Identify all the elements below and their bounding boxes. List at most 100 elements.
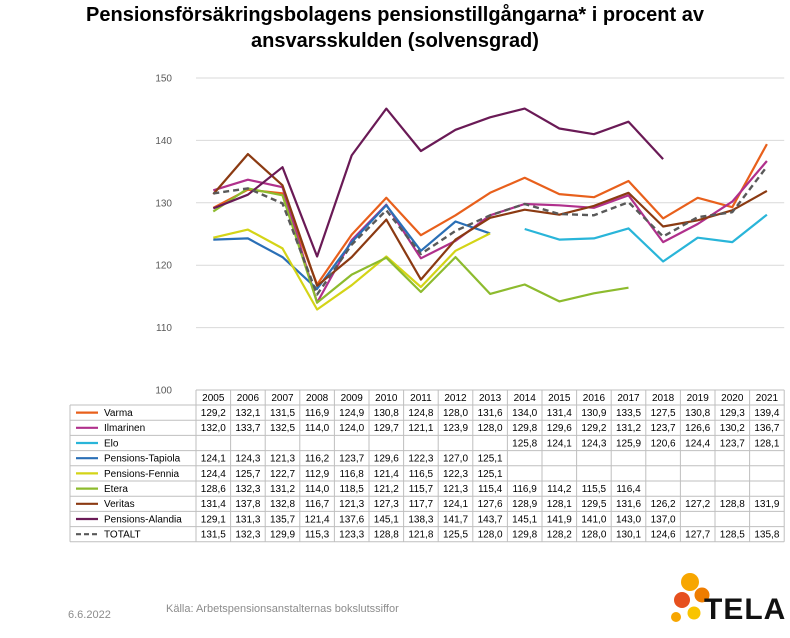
legend-label: Pensions-Fennia <box>104 469 179 480</box>
data-value-label: 130,9 <box>581 408 606 419</box>
data-value-label: 138,3 <box>408 514 433 525</box>
data-value-label: 117,7 <box>409 499 434 510</box>
x-category-label: 2018 <box>652 393 675 404</box>
data-value-label: 116,8 <box>340 469 365 480</box>
y-tick-label: 150 <box>155 74 172 85</box>
data-value-label: 131,6 <box>616 499 641 510</box>
data-value-label: 128,9 <box>512 499 537 510</box>
x-category-label: 2015 <box>548 393 571 404</box>
data-value-label: 121,8 <box>408 530 433 541</box>
x-category-label: 2012 <box>444 393 467 404</box>
x-category-label: 2007 <box>271 393 294 404</box>
data-value-label: 129,6 <box>547 423 572 434</box>
y-tick-label: 100 <box>155 386 172 397</box>
data-value-label: 125,9 <box>616 438 641 449</box>
x-category-label: 2008 <box>306 393 329 404</box>
data-value-label: 116,2 <box>305 454 330 465</box>
x-category-label: 2019 <box>687 393 710 404</box>
data-value-label: 129,8 <box>512 530 537 541</box>
data-value-label: 128,0 <box>581 530 606 541</box>
data-value-label: 143,0 <box>616 514 641 525</box>
data-value-label: 128,1 <box>547 499 572 510</box>
data-value-label: 141,0 <box>581 514 606 525</box>
data-value-label: 137,6 <box>339 514 364 525</box>
data-value-label: 131,6 <box>478 408 503 419</box>
data-value-label: 129,5 <box>581 499 606 510</box>
legend-label: TOTALT <box>104 530 141 541</box>
data-value-label: 126,2 <box>651 499 676 510</box>
data-value-label: 128,6 <box>201 484 226 495</box>
data-value-label: 141,9 <box>547 514 572 525</box>
y-tick-label: 110 <box>156 323 172 334</box>
data-value-label: 124,3 <box>581 438 606 449</box>
data-value-label: 121,4 <box>305 514 330 525</box>
data-value-label: 128,5 <box>720 530 745 541</box>
data-value-label: 115,5 <box>582 484 607 495</box>
series-line <box>212 153 768 287</box>
data-value-label: 134,0 <box>512 408 537 419</box>
data-table: 2005 2006 2007 2008 2009 2010 2011 2012 2013 2014… <box>69 389 785 543</box>
data-value-label: 130,8 <box>374 408 399 419</box>
x-category-label: 2006 <box>237 393 260 404</box>
footer-source: Källa: Arbetspensionsanstalternas bokslu… <box>166 603 399 615</box>
data-value-label: 123,7 <box>339 454 364 465</box>
chart-title-line-1: Pensionsförsäkringsbolagens pensionstill… <box>86 4 704 26</box>
x-category-label: 2013 <box>479 393 502 404</box>
logo-text: TELA <box>704 593 787 626</box>
data-value-label: 131,4 <box>547 408 572 419</box>
data-value-label: 124,0 <box>339 423 364 434</box>
x-category-label: 2011 <box>410 393 432 404</box>
data-value-label: 124,1 <box>201 454 226 465</box>
data-value-label: 129,1 <box>201 514 226 525</box>
data-value-label: 129,8 <box>512 423 537 434</box>
data-value-label: 124,4 <box>685 438 710 449</box>
data-value-label: 129,3 <box>720 408 745 419</box>
data-value-label: 132,0 <box>201 423 226 434</box>
x-category-label: 2021 <box>756 393 779 404</box>
data-value-label: 124,9 <box>339 408 364 419</box>
data-value-label: 133,7 <box>235 423 260 434</box>
legend-label: Varma <box>104 408 133 419</box>
data-value-label: 130,1 <box>616 530 641 541</box>
data-value-label: 123,3 <box>339 530 364 541</box>
data-value-label: 139,4 <box>754 408 779 419</box>
data-value-label: 129,9 <box>270 530 295 541</box>
x-category-label: 2017 <box>617 393 640 404</box>
data-value-label: 127,5 <box>651 408 676 419</box>
logo-dot <box>681 573 699 591</box>
data-value-label: 131,2 <box>616 423 641 434</box>
data-value-label: 132,3 <box>235 530 260 541</box>
data-value-label: 116,7 <box>305 499 330 510</box>
data-value-label: 132,3 <box>235 484 260 495</box>
data-value-label: 143,7 <box>478 514 503 525</box>
data-value-label: 122,3 <box>408 454 433 465</box>
data-value-label: 125,7 <box>235 469 260 480</box>
data-value-label: 128,2 <box>547 530 572 541</box>
x-category-label: 2005 <box>202 393 225 404</box>
data-value-label: 124,1 <box>547 438 572 449</box>
data-value-label: 123,9 <box>443 423 468 434</box>
series-line <box>212 160 768 304</box>
data-value-label: 124,4 <box>201 469 226 480</box>
data-value-label: 125,1 <box>478 454 503 465</box>
logo-dot <box>674 592 690 608</box>
legend-label: Pensions-Alandia <box>104 514 182 525</box>
data-value-label: 121,2 <box>374 484 399 495</box>
data-value-label: 128,0 <box>478 423 503 434</box>
data-value-label: 130,2 <box>720 423 745 434</box>
data-value-label: 118,5 <box>340 484 365 495</box>
data-value-label: 121,1 <box>408 423 433 434</box>
data-value-label: 127,3 <box>374 499 399 510</box>
data-value-label: 137,8 <box>235 499 260 510</box>
logo-dot <box>671 612 681 622</box>
data-value-label: 136,7 <box>754 423 779 434</box>
data-value-label: 133,5 <box>616 408 641 419</box>
data-value-label: 120,6 <box>651 438 676 449</box>
series-line <box>213 165 768 296</box>
data-value-label: 121,3 <box>443 484 468 495</box>
logo-dot <box>694 587 710 603</box>
data-value-label: 145,1 <box>512 514 537 525</box>
series-line <box>212 107 664 258</box>
data-value-label: 116,4 <box>616 484 641 495</box>
